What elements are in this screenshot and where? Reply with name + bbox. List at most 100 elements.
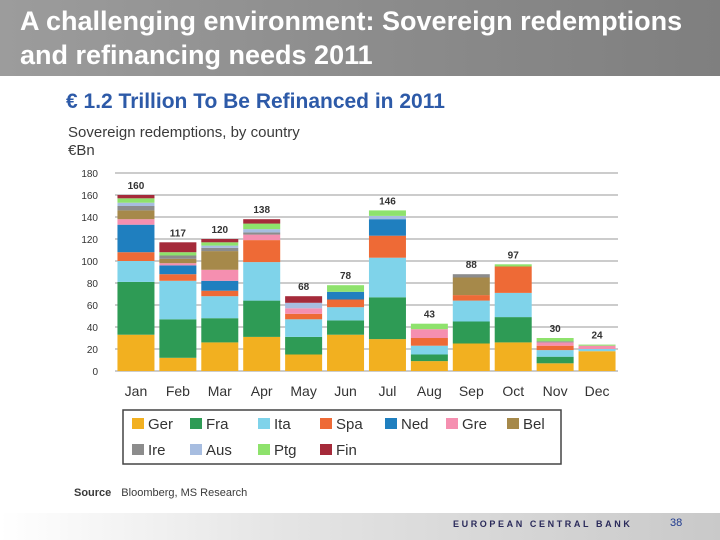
bar-segment <box>410 338 448 346</box>
bar-segment <box>243 300 281 337</box>
legend-swatch <box>385 418 397 429</box>
bar-segment <box>117 202 155 206</box>
y-tick-label: 180 <box>81 169 98 180</box>
total-label: 78 <box>340 271 352 282</box>
bar-segment <box>327 299 365 308</box>
bar-segment <box>159 255 197 259</box>
bar-segment <box>159 252 197 256</box>
slide-title: A challenging environment: Sovereign red… <box>20 6 683 70</box>
bar-segment <box>201 247 239 252</box>
bar-segment <box>285 296 323 303</box>
x-tick-label: May <box>290 383 316 399</box>
gridlines <box>115 172 618 372</box>
bar-segment <box>243 336 281 371</box>
bar-segment <box>327 334 365 371</box>
bar-segment <box>201 296 239 319</box>
legend: Ger Fra Ita Spa Ned Gre Bel Ire Aus Ptg Fin <box>122 409 562 465</box>
chart-subtitle-text: Sovereign redemptions, by country <box>68 124 300 141</box>
x-tick-label: Sep <box>459 383 484 399</box>
bar-segment <box>243 223 281 230</box>
total-label: 120 <box>211 225 228 236</box>
bar-segment <box>452 300 490 322</box>
bar-segment <box>117 261 155 282</box>
bar-segment <box>201 239 239 243</box>
bar-segment <box>452 277 490 296</box>
bar-segment <box>159 319 197 358</box>
legend-swatch <box>258 444 270 455</box>
bar-segment <box>578 345 616 349</box>
bar-segment <box>536 342 574 346</box>
y-axis-unit-label: €Bn <box>68 142 95 159</box>
bar-segment <box>285 302 323 309</box>
chart-subtitle: Sovereign redemptions, by country €Bn <box>68 124 300 160</box>
bar-segment <box>368 215 406 220</box>
legend-label: Fin <box>336 442 357 459</box>
chart-title: € 1.2 Trillion To Be Refinanced in 2011 <box>66 90 445 113</box>
legend-swatch <box>258 418 270 429</box>
bar-segment <box>243 232 281 235</box>
bar-segment <box>536 338 574 342</box>
bar-segment <box>536 345 574 351</box>
bar-segment <box>201 280 239 291</box>
bar-segment <box>327 291 365 300</box>
bar-segment <box>578 344 616 346</box>
bar-segment <box>452 343 490 371</box>
bar-segment <box>494 266 532 293</box>
bar-segment <box>243 229 281 233</box>
bar-segment <box>117 334 155 371</box>
bar-segment <box>159 265 197 275</box>
bar-segment <box>243 262 281 301</box>
x-tick-label: Jul <box>379 383 397 399</box>
y-tick-label: 160 <box>81 191 98 202</box>
legend-swatch <box>446 418 458 429</box>
y-tick-label: 0 <box>92 367 98 378</box>
x-tick-label: Dec <box>585 383 610 399</box>
bar-segment <box>452 321 490 344</box>
bar-segment <box>243 240 281 263</box>
bar-segment <box>368 235 406 258</box>
bar-segment <box>285 336 323 355</box>
bar-segment <box>327 307 365 321</box>
bar-segment <box>494 342 532 371</box>
bar-segment <box>285 313 323 320</box>
legend-swatch <box>320 418 332 429</box>
bar-segment <box>327 320 365 335</box>
bar-segment <box>243 234 281 241</box>
x-tick-label: Apr <box>251 383 273 399</box>
legend-label: Ger <box>148 416 173 433</box>
bar-segment <box>117 252 155 261</box>
bar-segment <box>494 264 532 267</box>
bar-segment <box>285 308 323 314</box>
legend-label: Fra <box>206 416 229 433</box>
bar-segment <box>327 285 365 292</box>
bar-segment <box>536 341 574 343</box>
bars <box>117 195 616 371</box>
legend-swatch <box>320 444 332 455</box>
legend-label: Ire <box>148 442 166 459</box>
x-tick-label: Mar <box>208 383 232 399</box>
legend-swatch <box>132 418 144 429</box>
bar-segment <box>159 258 197 264</box>
bar-segment <box>368 339 406 371</box>
bar-segment <box>285 354 323 371</box>
x-tick-label: Jan <box>125 383 148 399</box>
bar-segment <box>117 206 155 211</box>
bar-segment <box>368 210 406 216</box>
bar-segment <box>201 318 239 343</box>
bar-segment <box>201 251 239 270</box>
bar-segment <box>159 242 197 253</box>
legend-label: Gre <box>462 416 487 433</box>
y-tick-label: 20 <box>87 345 99 356</box>
legend-label: Spa <box>336 416 363 433</box>
bar-segment <box>494 292 532 318</box>
total-label: 30 <box>550 324 562 335</box>
x-tick-label: Aug <box>417 383 442 399</box>
total-label: 138 <box>253 205 270 216</box>
bar-segment <box>410 361 448 371</box>
bar-segment <box>159 357 197 371</box>
bar-segment <box>410 345 448 355</box>
page-number: 38 <box>670 517 683 529</box>
bar-segment <box>201 290 239 297</box>
total-label: 146 <box>379 196 396 207</box>
